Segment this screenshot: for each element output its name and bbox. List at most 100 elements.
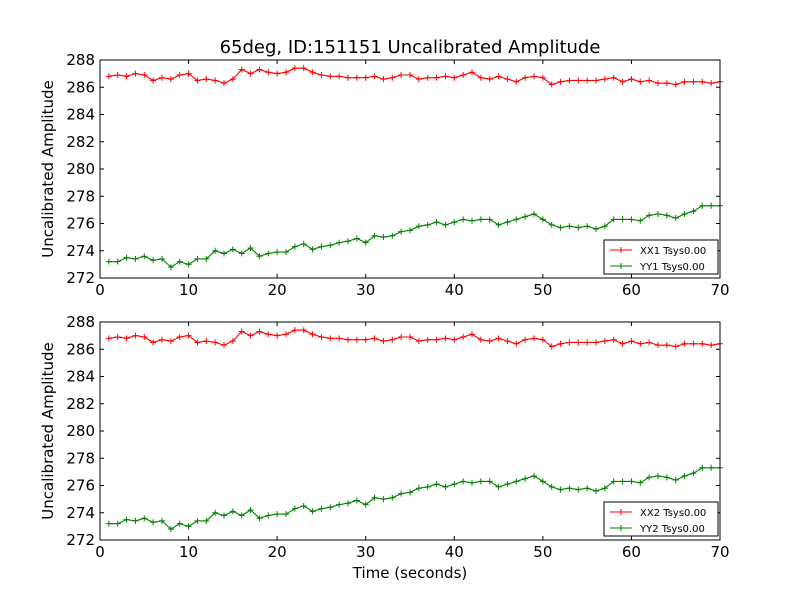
data-point-1-2-22 [291,243,298,250]
data-point-1-2-59 [619,216,626,223]
data-point-1-2-4 [132,255,139,262]
data-point-1-1-51 [548,81,555,88]
data-point-1-2-55 [584,223,591,230]
data-point-1-2-11 [194,255,201,262]
data-point-1-2-3 [123,254,130,261]
data-point-1-1-44 [486,76,493,83]
data-point-1-2-20 [274,249,281,256]
data-point-1-2-34 [398,228,405,235]
data-point-2-1-16 [238,328,245,335]
data-point-2-1-13 [212,339,219,346]
data-point-2-2-4 [132,517,139,524]
data-point-1-1-15 [229,76,236,83]
y-tick-label-1-280: 280 [66,160,95,178]
data-point-1-2-12 [203,255,210,262]
data-point-2-2-9 [176,520,183,527]
data-point-2-2-38 [433,481,440,488]
data-point-2-2-35 [407,489,413,496]
data-point-1-2-61 [637,217,644,224]
data-point-2-1-24 [309,331,316,338]
data-point-2-1-49 [531,335,537,342]
data-point-1-1-37 [424,74,431,81]
data-point-2-2-24 [309,508,316,515]
data-point-1-2-9 [176,258,183,265]
x-tick-label-1-20: 20 [268,281,287,299]
data-point-1-2-40 [451,219,458,226]
data-point-2-2-65 [672,477,679,484]
data-point-2-1-11 [194,339,201,346]
x-tick-label-1-70: 70 [710,281,729,299]
y-tick-label-2-278: 278 [66,449,95,467]
data-point-2-2-1 [105,520,112,527]
data-point-2-1-2 [114,333,121,340]
data-point-1-2-46 [504,219,511,226]
data-point-1-2-5 [141,253,148,260]
data-point-1-2-13 [212,247,219,254]
data-point-2-2-42 [469,479,475,486]
data-point-2-1-9 [176,333,183,340]
data-point-1-2-7 [159,255,165,262]
data-point-2-2-3 [123,516,130,523]
data-point-1-1-46 [504,76,511,83]
y-tick-label-1-282: 282 [66,133,95,151]
data-point-1-2-65 [672,215,679,222]
data-point-1-1-48 [522,74,529,81]
data-point-1-1-31 [371,73,378,80]
y-tick-label-1-288: 288 [66,51,95,69]
data-point-1-1-54 [575,77,582,84]
data-point-1-1-22 [291,65,298,72]
data-point-1-2-69 [708,202,715,209]
data-point-2-2-48 [522,475,529,482]
data-point-2-1-53 [566,339,573,346]
data-point-1-1-23 [300,65,307,72]
data-point-2-2-58 [610,478,617,485]
data-point-1-1-20 [274,70,281,77]
x-tick-label-2-70: 70 [710,543,729,561]
data-point-1-2-39 [442,221,449,228]
data-point-2-2-2 [114,520,121,527]
data-point-2-2-27 [336,501,343,508]
data-point-2-2-66 [681,472,688,479]
data-point-2-1-50 [539,336,546,343]
x-tick-label-2-60: 60 [622,543,641,561]
data-point-2-1-7 [159,336,165,343]
data-point-1-2-41 [460,216,467,223]
data-point-1-1-61 [637,78,644,85]
x-tick-label-2-40: 40 [445,543,464,561]
data-point-1-2-6 [150,257,157,264]
data-point-1-2-14 [221,250,227,257]
data-point-2-2-7 [159,517,165,524]
data-point-2-2-14 [221,512,227,519]
y-tick-label-2-276: 276 [66,477,95,495]
data-point-1-1-67 [690,78,697,85]
data-point-1-1-18 [256,66,263,73]
x-tick-label-1-50: 50 [533,281,552,299]
data-point-2-1-26 [327,335,334,342]
data-point-1-1-45 [495,73,502,80]
data-point-2-2-51 [548,483,555,490]
data-point-1-2-64 [663,212,670,219]
data-point-1-1-11 [194,77,201,84]
data-point-2-1-60 [628,338,635,345]
data-point-2-2-29 [353,497,360,504]
data-point-2-1-17 [247,332,254,339]
data-point-1-1-62 [646,77,653,84]
data-point-2-1-10 [185,332,192,339]
data-point-1-1-35 [407,71,413,78]
data-point-1-1-53 [566,77,573,84]
data-point-2-2-22 [291,505,298,512]
y-tick-label-2-282: 282 [66,395,95,413]
data-point-2-2-23 [300,502,307,509]
data-point-1-1-60 [628,76,635,83]
data-point-1-1-12 [203,76,210,83]
x-tick-label-1-30: 30 [356,281,375,299]
data-point-2-1-45 [495,335,502,342]
data-point-2-2-16 [238,512,245,519]
data-point-2-2-47 [513,478,520,485]
x-tick-label-2-0: 0 [95,543,105,561]
data-point-2-1-8 [167,338,174,345]
legend-label-1-2: YY1 Tsys0.00 [639,262,705,273]
data-point-1-1-43 [477,74,484,81]
data-point-1-1-38 [433,74,440,81]
data-point-2-1-27 [336,335,343,342]
